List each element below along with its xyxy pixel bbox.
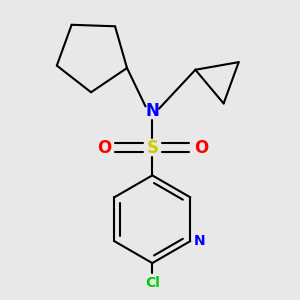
Text: O: O bbox=[97, 139, 111, 157]
Text: O: O bbox=[194, 139, 208, 157]
Text: N: N bbox=[194, 234, 205, 248]
Text: N: N bbox=[146, 102, 159, 120]
Text: S: S bbox=[146, 139, 158, 157]
Text: Cl: Cl bbox=[145, 276, 160, 290]
